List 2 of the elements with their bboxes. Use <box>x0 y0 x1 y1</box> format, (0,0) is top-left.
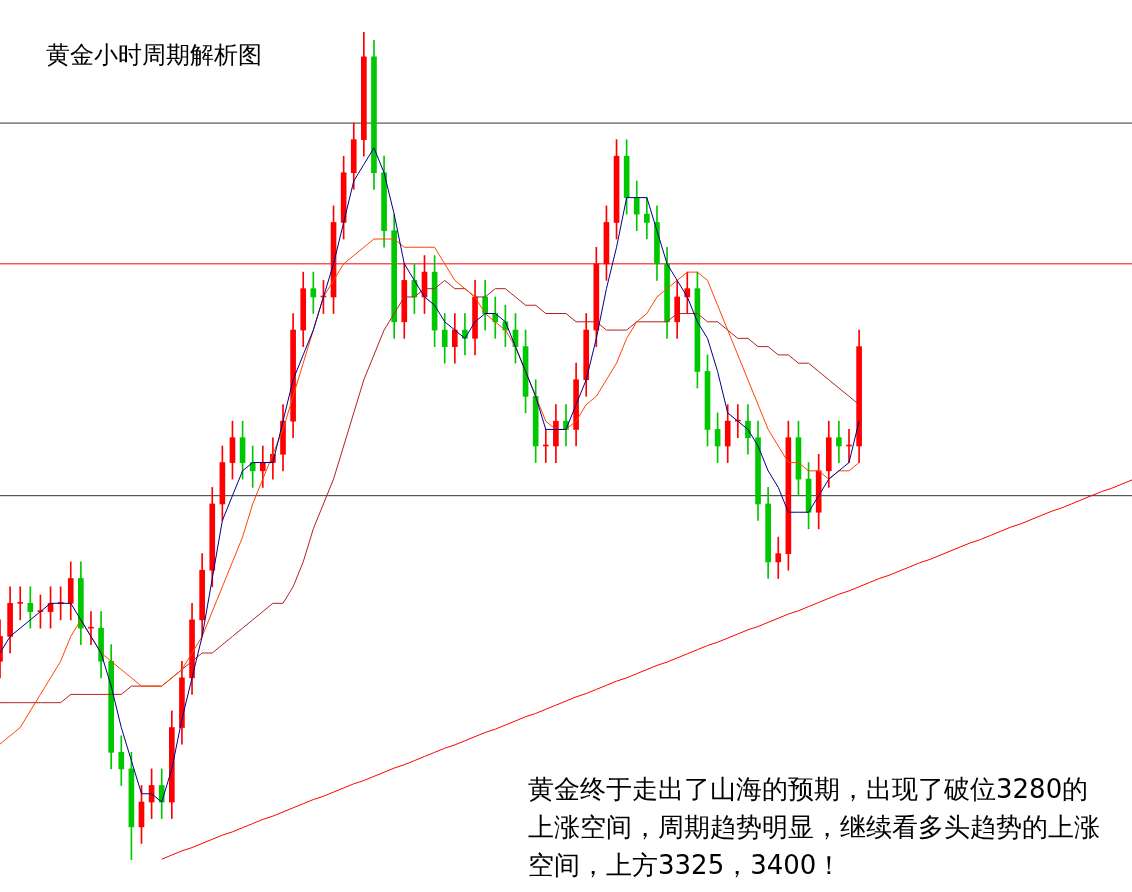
annotation: 黄金终于走出了山海的预期，出现了破位3280的上涨空间，周期趋势明显，继续看多头趋势的上涨空间，上方3325，3400！ <box>528 770 1108 884</box>
chart-title: 黄金小时周期解析图 <box>46 41 262 70</box>
